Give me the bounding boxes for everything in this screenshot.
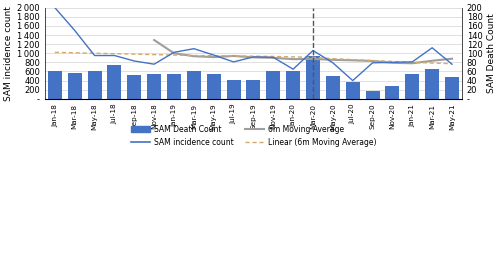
Bar [68,73,82,99]
Bar [108,65,122,99]
Bar [286,71,300,99]
Bar [226,80,240,99]
Bar [128,75,141,99]
Bar [406,74,419,99]
Bar [346,83,360,99]
Bar [187,71,201,99]
Bar [386,86,400,99]
Bar [48,71,62,99]
Bar [425,69,439,99]
Bar [246,80,260,99]
Bar [306,57,320,99]
Y-axis label: SAM incidence count: SAM incidence count [4,6,13,101]
Bar [207,74,220,99]
Bar [147,74,161,99]
Legend: SAM Death Count, SAM incidence count, 6m Moving Average, Linear (6m Moving Avera: SAM Death Count, SAM incidence count, 6m… [128,122,380,150]
Bar [266,71,280,99]
Bar [326,76,340,99]
Bar [366,91,380,99]
Bar [167,74,181,99]
Bar [88,71,102,99]
Bar [445,77,459,99]
Y-axis label: SAM Death Count: SAM Death Count [487,13,496,93]
